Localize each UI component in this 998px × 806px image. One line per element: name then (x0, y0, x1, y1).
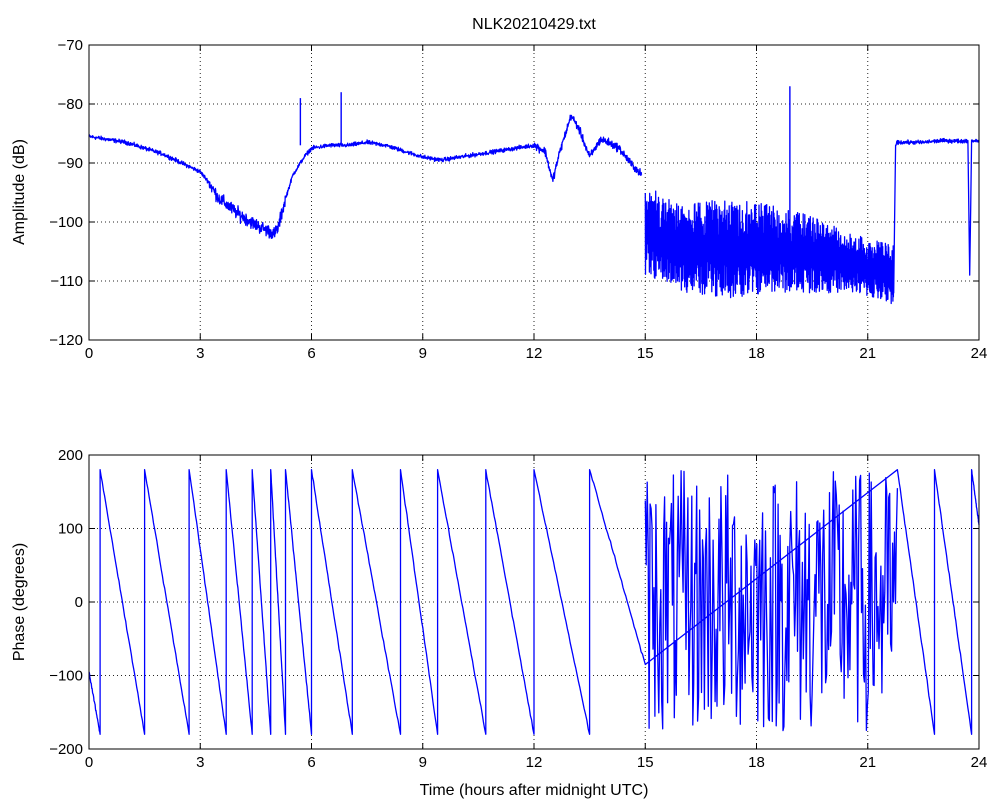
amplitude-axes-frame (88, 44, 980, 341)
phase-xtick-label: 6 (307, 754, 315, 771)
amplitude-xtick-label: 24 (971, 345, 988, 362)
amplitude-ytick-label: −110 (50, 273, 83, 290)
phase-sawtooth-line (88, 469, 980, 735)
amplitude-xtick-label: 18 (748, 345, 765, 362)
phase-axes: 0 3 6 9 12 15 18 21 24 −200 −100 0 100 200 Phase (deg… (11, 447, 987, 799)
amplitude-ytick-label: −120 (49, 332, 83, 349)
amplitude-xtick-label: 9 (419, 345, 427, 362)
amplitude-xtick-label: 21 (859, 345, 876, 362)
phase-xtick-label: 3 (196, 754, 204, 771)
chart-title: NLK20210429.txt (472, 16, 596, 33)
amplitude-ytick-label: −100 (49, 214, 83, 231)
amplitude-xtick-label: 0 (85, 345, 93, 362)
phase-ytick-label: 0 (75, 594, 83, 611)
amplitude-ytick-label: −80 (58, 96, 83, 113)
phase-ytick-label: −200 (49, 741, 83, 758)
phase-xtick-label: 18 (748, 754, 765, 771)
amplitude-xtick-label: 6 (307, 345, 315, 362)
phase-series (88, 469, 980, 735)
phase-noisy-segment (644, 470, 899, 732)
phase-xlabel: Time (hours after midnight UTC) (420, 782, 649, 799)
phase-xtick-label: 12 (526, 754, 543, 771)
phase-xtick-label: 24 (971, 754, 988, 771)
amplitude-ytick-label: −70 (58, 37, 83, 54)
amplitude-xtick-label: 3 (196, 345, 204, 362)
amplitude-grid (89, 45, 979, 340)
phase-xtick-label: 0 (85, 754, 93, 771)
phase-ytick-label: 200 (58, 447, 83, 464)
phase-xtick-label: 21 (859, 754, 876, 771)
amplitude-xtick-label: 15 (637, 345, 654, 362)
phase-ylabel: Phase (degrees) (11, 543, 28, 661)
phase-xtick-label: 15 (637, 754, 654, 771)
amplitude-xtick-label: 12 (526, 345, 543, 362)
phase-ytick-label: 100 (58, 521, 83, 538)
phase-ytick-label: −100 (49, 668, 83, 685)
amplitude-series-line-1 (88, 114, 643, 240)
amplitude-ylabel: Amplitude (dB) (11, 139, 28, 245)
phase-xtick-label: 9 (419, 754, 427, 771)
amplitude-series (88, 86, 980, 305)
phase-ticks: 0 3 6 9 12 15 18 21 24 −200 −100 0 100 200 (49, 447, 987, 771)
amplitude-ticks: 0 3 6 9 12 15 18 21 24 −120 −110 −100 −90 −80 −70 (49, 37, 987, 362)
amplitude-noise-band (644, 190, 895, 305)
amplitude-axes: 0 3 6 9 12 15 18 21 24 −120 −110 −100 −90 −80 −70 Ampl… (11, 37, 987, 362)
amplitude-ytick-label: −90 (58, 155, 83, 172)
phase-axes-frame (88, 454, 980, 750)
